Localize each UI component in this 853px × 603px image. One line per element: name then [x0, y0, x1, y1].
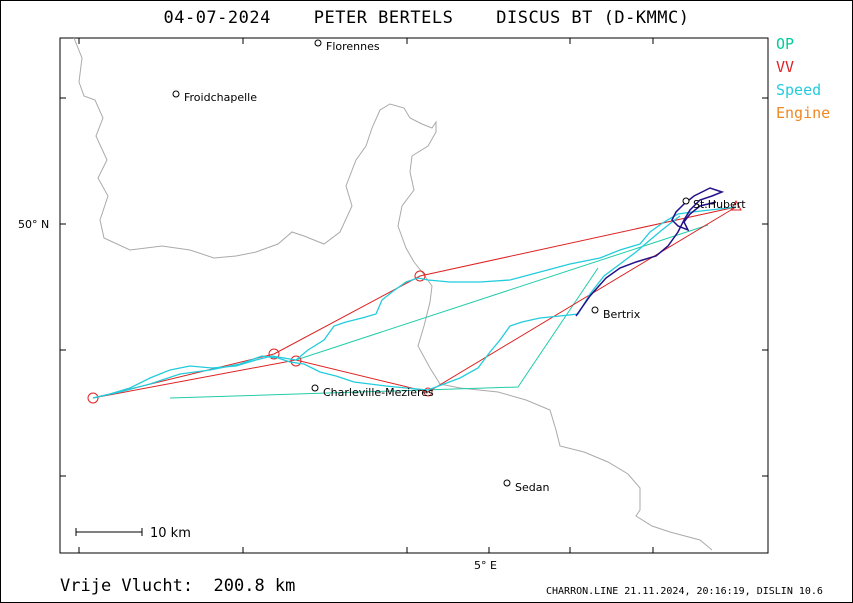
- flight-track: [92, 206, 737, 399]
- town-label: Froidchapelle: [184, 91, 257, 104]
- town-label: St.Hubert: [693, 198, 746, 211]
- town-florennes: Florennes: [314, 39, 380, 53]
- legend-engine: Engine: [776, 104, 831, 122]
- free-flight-distance: Vrije Vlucht: 200.8 km: [60, 576, 296, 596]
- legend-op: OP: [776, 35, 795, 53]
- flight-title: 04-07-2024 PETER BERTELS DISCUS BT (D-KM…: [163, 8, 690, 28]
- town-label: Florennes: [326, 40, 380, 53]
- credit-line: CHARRON.LINE 21.11.2024, 20:16:19, DISLI…: [546, 586, 823, 597]
- scale-bar: [75, 528, 143, 536]
- town-sedan: Sedan: [503, 479, 549, 494]
- town-label: Bertrix: [603, 308, 641, 321]
- op-lines: [169, 224, 709, 399]
- climb-segment: [575, 187, 725, 317]
- town-label: Charleville-Mezieres: [323, 386, 434, 399]
- axis-ticks: [60, 38, 768, 553]
- town-st-hubert: St.Hubert: [682, 197, 746, 211]
- town-bertrix: Bertrix: [591, 306, 641, 321]
- country-borders: [73, 37, 713, 551]
- latitude-label: 50° N: [18, 218, 49, 231]
- plot-box: [59, 37, 769, 554]
- legend-vv: VV: [776, 58, 795, 76]
- town-froidchapelle: Froidchapelle: [172, 90, 257, 104]
- town-charleville-mezieres: Charleville-Mezieres: [311, 384, 434, 399]
- legend: OP VV Speed Engine: [776, 33, 830, 125]
- legend-speed: Speed: [776, 81, 822, 99]
- longitude-label: 5° E: [474, 559, 497, 572]
- scale-label: 10 km: [150, 526, 191, 541]
- town-label: Sedan: [515, 481, 549, 494]
